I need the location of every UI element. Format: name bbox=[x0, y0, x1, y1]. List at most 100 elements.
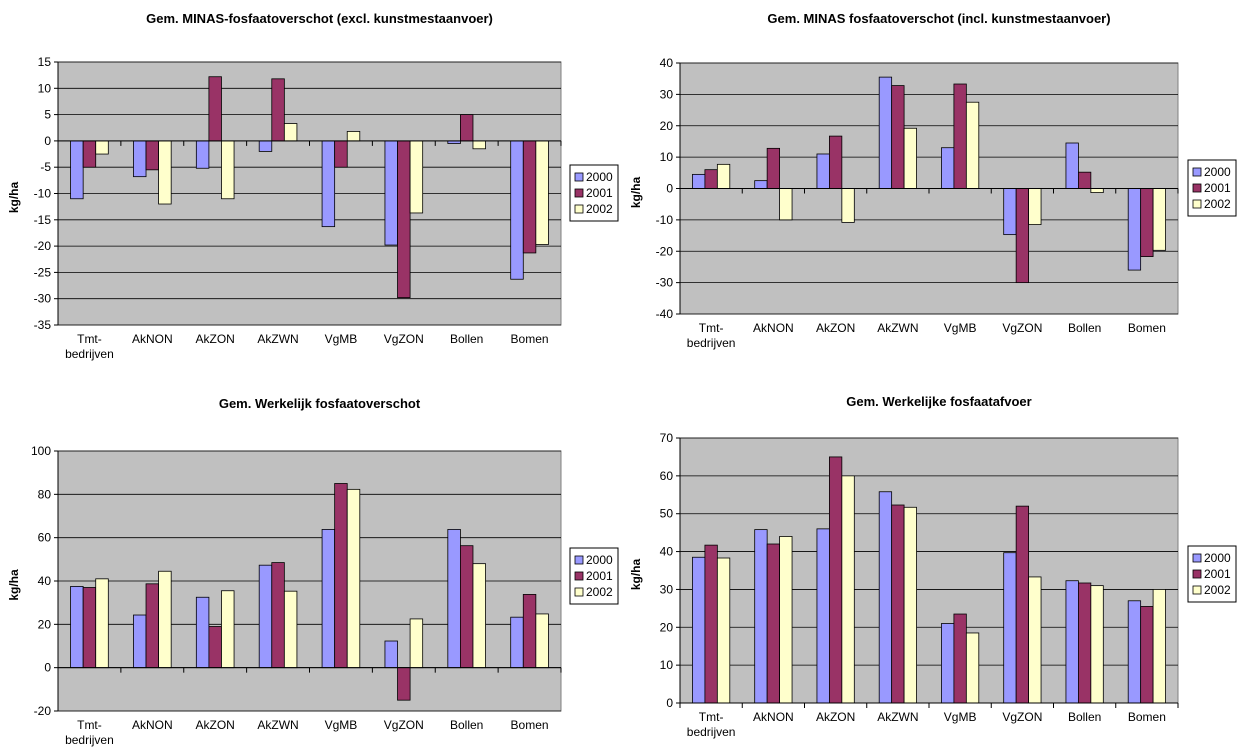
bar-2001-7 bbox=[522, 594, 537, 669]
x-tick-label: VgMB bbox=[325, 332, 358, 346]
legend-label: 2000 bbox=[1204, 165, 1231, 179]
bar-2000-5 bbox=[1003, 188, 1017, 236]
y-tick-label: 0 bbox=[44, 134, 51, 148]
y-axis-label: kg/ha bbox=[7, 182, 21, 214]
bar-2002-1 bbox=[779, 536, 793, 704]
y-tick-label: -25 bbox=[34, 265, 52, 279]
legend-swatch bbox=[574, 188, 584, 198]
bar-2001-0 bbox=[82, 140, 97, 168]
y-tick-label: 40 bbox=[660, 545, 674, 559]
y-tick-label: -10 bbox=[656, 213, 674, 227]
bar-2001-2 bbox=[828, 456, 843, 704]
x-tick-label: AkZON bbox=[816, 710, 855, 724]
bar-2002-3 bbox=[283, 590, 298, 669]
bar-2000-6 bbox=[1065, 142, 1079, 189]
x-tick-label: AkNON bbox=[753, 321, 794, 335]
bar-2001-5 bbox=[397, 667, 411, 701]
y-tick-label: 0 bbox=[666, 696, 673, 710]
x-tick-label: VgMB bbox=[944, 710, 977, 724]
bar-2001-2 bbox=[828, 135, 843, 189]
bar-2002-1 bbox=[158, 140, 172, 205]
bar-2000-6 bbox=[447, 529, 461, 669]
bar-2000-4 bbox=[321, 140, 336, 228]
bar-2001-6 bbox=[459, 545, 474, 669]
x-tick-label: AkZON bbox=[196, 718, 235, 732]
bar-2000-4 bbox=[941, 623, 955, 704]
y-tick-label: 0 bbox=[666, 182, 673, 196]
legend-label: 2001 bbox=[586, 569, 613, 583]
bar-2001-4 bbox=[953, 83, 967, 189]
x-tick-label: AkZWN bbox=[877, 710, 918, 724]
bar-2001-4 bbox=[334, 483, 348, 669]
bar-2002-0 bbox=[95, 140, 109, 155]
legend: 2000 2001 2002 bbox=[1187, 159, 1237, 217]
y-tick-label: 70 bbox=[660, 431, 674, 445]
bar-2001-3 bbox=[271, 562, 285, 669]
x-tick-label: AkZWN bbox=[257, 718, 298, 732]
legend-swatch bbox=[574, 587, 584, 597]
bar-2002-6 bbox=[1090, 585, 1104, 704]
bar-2002-6 bbox=[472, 563, 486, 669]
x-tick-label: AkZON bbox=[816, 321, 855, 335]
legend-swatch bbox=[1192, 569, 1202, 579]
bar-2000-7 bbox=[1127, 188, 1142, 271]
chart-title: Gem. MINAS-fosfaatoverschot (excl. kunst… bbox=[146, 11, 493, 26]
y-tick-label: 20 bbox=[660, 620, 674, 634]
x-tick-label: VgZON bbox=[1002, 321, 1042, 335]
legend-label: 2001 bbox=[586, 186, 613, 200]
bar-2002-5 bbox=[409, 140, 424, 214]
bar-2000-5 bbox=[384, 140, 398, 246]
y-tick-label: -10 bbox=[34, 187, 52, 201]
x-tick-label: AkZWN bbox=[257, 332, 298, 346]
y-tick-label: 20 bbox=[38, 617, 52, 631]
bar-2000-4 bbox=[941, 147, 955, 189]
bar-2002-2 bbox=[221, 590, 235, 669]
x-tick-label: AkNON bbox=[132, 332, 173, 346]
legend: 2000 2001 2002 bbox=[1187, 545, 1237, 603]
legend-swatch bbox=[1192, 167, 1202, 177]
legend-swatch bbox=[574, 172, 584, 182]
chart-title: Gem. Werkelijke fosfaatafvoer bbox=[846, 394, 1031, 409]
bar-2001-6 bbox=[1077, 582, 1092, 704]
x-tick-label: Bollen bbox=[450, 718, 483, 732]
y-tick-label: -15 bbox=[34, 213, 52, 227]
chart-minas-incl: Gem. MINAS fosfaatoverschot (incl. kunst… bbox=[622, 0, 1244, 375]
bar-2001-6 bbox=[1077, 171, 1092, 189]
y-tick-label: 40 bbox=[660, 56, 674, 70]
bar-2001-0 bbox=[704, 169, 718, 189]
bar-2001-6 bbox=[459, 114, 474, 142]
bar-2000-7 bbox=[510, 140, 524, 280]
bar-2000-2 bbox=[195, 140, 210, 169]
x-tick-label: Bollen bbox=[450, 332, 483, 346]
legend-swatch bbox=[574, 571, 584, 581]
legend-label: 2002 bbox=[586, 585, 613, 599]
y-tick-label: -20 bbox=[656, 244, 674, 258]
y-axis-label: kg/ha bbox=[629, 177, 643, 209]
x-tick-label: VgZON bbox=[384, 332, 424, 346]
bar-2002-5 bbox=[1028, 576, 1042, 704]
bar-2001-2 bbox=[208, 626, 222, 669]
x-tick-label: VgMB bbox=[325, 718, 358, 732]
y-tick-label: 10 bbox=[38, 81, 52, 95]
bar-2001-3 bbox=[891, 85, 905, 189]
bar-2000-2 bbox=[195, 596, 210, 669]
x-tick-label: Bomen bbox=[511, 718, 549, 732]
bar-2002-2 bbox=[841, 188, 855, 223]
chart-minas-excl: Gem. MINAS-fosfaatoverschot (excl. kunst… bbox=[0, 0, 622, 375]
bar-2002-4 bbox=[346, 131, 361, 142]
bar-2001-3 bbox=[891, 504, 905, 704]
bar-2001-3 bbox=[271, 78, 285, 142]
x-tick-label: AkZON bbox=[196, 332, 235, 346]
bar-2002-3 bbox=[903, 506, 917, 704]
chart-title: Gem. MINAS fosfaatoverschot (incl. kunst… bbox=[767, 11, 1110, 26]
bar-2002-6 bbox=[472, 140, 486, 150]
y-tick-label: 40 bbox=[38, 574, 52, 588]
x-tick-label: AkZWN bbox=[877, 321, 918, 335]
y-tick-label: 0 bbox=[44, 661, 51, 675]
legend-label: 2002 bbox=[1204, 583, 1231, 597]
bar-2002-0 bbox=[716, 163, 731, 189]
bar-2002-7 bbox=[535, 613, 549, 669]
bar-2000-7 bbox=[1127, 600, 1142, 704]
bar-2002-7 bbox=[1152, 188, 1166, 251]
x-tick-label: Tmt-bedrijven bbox=[65, 332, 114, 361]
